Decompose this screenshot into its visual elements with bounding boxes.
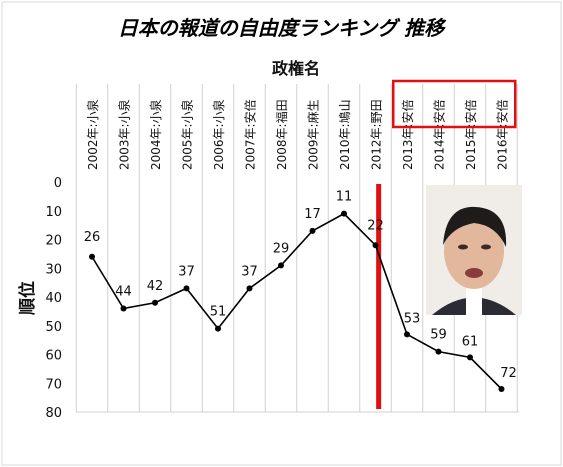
data-point — [215, 325, 221, 332]
data-point — [246, 285, 253, 292]
y-tick-label: 0 — [54, 176, 62, 191]
y-tick-label: 30 — [45, 262, 62, 277]
data-label: 29 — [273, 241, 290, 256]
data-label: 22 — [367, 218, 384, 233]
y-tick-label: 20 — [45, 234, 62, 249]
y-tick-layer: 0 10 20 30 40 50 60 70 80 — [45, 176, 62, 421]
chart-title: 日本の報道の自由度ランキング 推移 — [118, 16, 447, 40]
x-category-label: 2016年:安倍 — [495, 99, 510, 170]
y-tick-label: 10 — [45, 205, 62, 220]
x-category-label: 2004年:小泉 — [149, 99, 163, 170]
x-category-label: 2005年:小泉 — [181, 99, 195, 170]
data-label: 61 — [462, 334, 479, 349]
data-label: 51 — [210, 305, 227, 320]
data-point — [435, 348, 442, 355]
data-label: 26 — [84, 230, 101, 245]
data-point — [372, 242, 379, 249]
series-line — [91, 212, 503, 390]
y-tick-label: 70 — [45, 377, 62, 392]
x-category-label: 2006年:小泉 — [212, 99, 226, 170]
data-label: 59 — [430, 328, 447, 343]
data-point — [309, 227, 316, 234]
data-point — [467, 354, 473, 361]
data-label: 37 — [178, 264, 195, 279]
portrait-photo — [426, 185, 522, 315]
x-category-label: 2015年:安倍 — [463, 99, 478, 170]
data-label: 72 — [500, 366, 517, 381]
x-category-label: 2010年:鳩山 — [338, 99, 352, 170]
photo-eye — [458, 244, 468, 250]
photo-mouth — [465, 268, 483, 278]
data-label: 44 — [115, 285, 132, 300]
data-label: 53 — [404, 311, 421, 326]
y-tick-label: 40 — [45, 291, 62, 306]
x-category-label: 2007年:安倍 — [243, 99, 258, 170]
data-point — [278, 262, 284, 269]
x-category-label: 2014年:安倍 — [432, 99, 447, 170]
highlight-box — [392, 79, 517, 129]
data-label: 17 — [304, 207, 321, 222]
x-category-label: 2012年:野田 — [370, 99, 384, 170]
series-layer — [89, 210, 505, 392]
x-category-label: 2003年:小泉 — [118, 99, 132, 170]
photo-shirt — [466, 285, 482, 315]
x-category-label: 2013年:安倍 — [400, 99, 415, 170]
data-point — [183, 285, 190, 292]
category-axis-title: 政権名 — [272, 59, 320, 78]
highlight-layer — [376, 79, 517, 409]
grid-layer — [75, 84, 519, 413]
x-category-label: 2009年:麻生 — [306, 99, 321, 170]
y-axis-title: 順位 — [17, 281, 38, 315]
data-point — [89, 253, 95, 260]
photo-eye — [481, 244, 491, 250]
data-point — [341, 210, 347, 217]
photo-hair — [443, 206, 507, 247]
data-label-layer: 26 44 42 37 51 37 29 17 11 22 53 59 61 72 — [84, 190, 517, 381]
data-label: 11 — [336, 190, 353, 205]
data-label: 37 — [241, 264, 258, 279]
x-category-labels: 2002年:小泉 2003年:小泉 2004年:小泉 2005年:小泉 2006年:小泉… — [86, 99, 510, 170]
data-point — [120, 305, 127, 312]
photo-face — [444, 213, 504, 289]
x-category-label: 2002年:小泉 — [86, 99, 100, 170]
y-tick-label: 80 — [45, 406, 62, 421]
data-point — [152, 299, 158, 306]
y-tick-label: 50 — [45, 320, 62, 335]
data-point — [404, 331, 410, 338]
data-point — [498, 386, 505, 392]
data-label: 42 — [147, 279, 164, 294]
x-category-label: 2008年:福田 — [274, 99, 289, 170]
y-tick-label: 60 — [45, 349, 62, 364]
